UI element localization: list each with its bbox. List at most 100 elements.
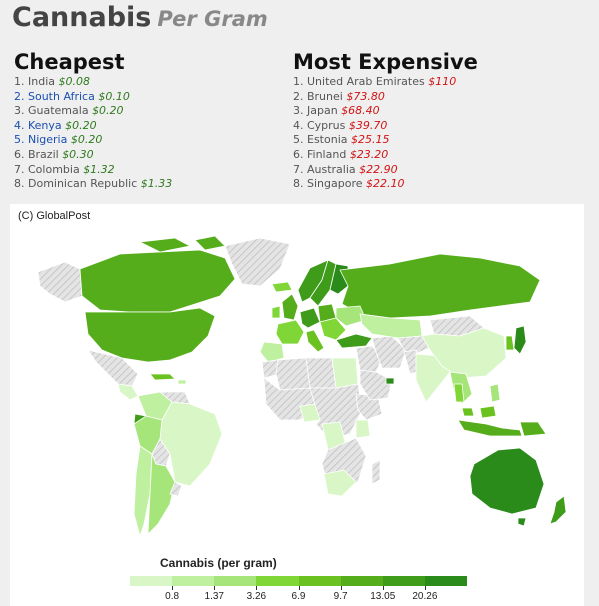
country-price: $1.32 [83,162,115,176]
country-new-zealand [549,495,567,525]
legend-tick-label: 6.9 [291,591,306,602]
world-map [37,235,567,538]
legend-tick-label: 1.37 [204,591,224,602]
legend-swatch [298,576,341,586]
country-russia [339,253,541,319]
legend-title: Cannabis (per gram) [160,556,277,570]
country-price: $23.20 [349,147,389,161]
expensive-item: 2. Brunei $73.80 [293,90,478,105]
legend-tick-mark [298,586,300,590]
country-germany [299,307,321,329]
country-central-asia [397,335,431,357]
map-legend: 0.8 1.37 3.26 6.9 9.7 13.05 20.26 [130,576,467,602]
country-name: 1. India [14,75,55,88]
legend-tick-label: 20.26 [412,591,438,602]
country-uae [385,377,395,385]
cheapest-item: 4. Kenya $0.20 [14,119,172,134]
legend-swatch [340,576,383,586]
expensive-list: Most Expensive 1. United Arab Emirates $… [293,50,478,192]
country-thailand [453,383,465,403]
country-price: $0.20 [65,118,97,132]
expensive-heading: Most Expensive [293,50,478,74]
country-saudi-arabia [359,369,393,401]
country-uruguay [169,481,183,497]
cheapest-item: 3. Guatemala $0.20 [14,104,172,119]
title-sub: Per Gram [157,7,268,31]
page-title: Cannabis Per Gram [12,2,268,33]
expensive-item: 6. Finland $23.20 [293,148,478,163]
country-turkey [335,333,373,349]
country-canada [79,249,236,313]
cheapest-item: 2. South Africa $0.10 [14,90,172,105]
map-credit: (C) GlobalPost [18,210,91,222]
legend-tick-mark [256,586,258,590]
legend-tick-label: 0.8 [165,591,180,602]
country-japan [513,325,527,355]
legend-tick-mark [340,586,342,590]
country-name: 7. Australia [293,162,356,176]
expensive-item: 8. Singapore $22.10 [293,177,478,192]
country-alaska [37,261,83,303]
country-korea [505,335,515,351]
country-algeria [275,357,311,391]
legend-swatch [424,576,467,586]
country-price: $0.10 [98,89,130,103]
legend-tick-mark [382,586,384,590]
country-name: 5. Estonia [293,133,348,147]
country-price: $39.70 [348,118,388,132]
country-iceland [271,281,293,293]
legend-tick-mark [214,586,216,590]
country-price: $0.20 [92,104,124,118]
cheapest-heading: Cheapest [14,50,125,74]
expensive-item: 7. Australia $22.90 [293,163,478,178]
country-name[interactable]: 4. Kenya [14,118,62,132]
country-price: $0.20 [70,133,103,147]
country-ireland [271,305,281,319]
country-madagascar [371,459,381,485]
country-name: 8. Dominican Republic [14,177,138,191]
country-egypt [331,357,359,389]
country-name: 4. Cyprus [293,118,346,132]
legend-tick-mark [424,586,426,590]
country-philippines [489,383,501,403]
legend-tick-mark [172,586,174,590]
country-cuba [149,373,176,381]
country-dominican [177,379,187,385]
country-name: 8. Singapore [293,177,363,191]
legend-tick-label: 3.26 [246,591,267,602]
country-price: $73.80 [346,89,385,103]
country-malaysia [461,405,497,419]
country-price: $22.10 [366,177,405,191]
map-panel: (C) GlobalPost [10,204,584,606]
country-china [421,327,507,379]
legend-swatch [172,576,215,586]
legend-color-bar [130,576,467,586]
country-name: 3. Japan [293,104,338,118]
country-name[interactable]: 5. Nigeria [14,133,68,147]
country-papua [519,421,547,437]
country-south-africa [323,469,357,497]
country-middle-east [355,345,383,373]
cheapest-item: 6. Brazil $0.30 [14,148,172,163]
country-price: $0.08 [58,75,91,88]
country-name: 3. Guatemala [14,104,89,118]
cheapest-item: 1. India $0.08 [14,75,172,90]
country-uk [281,293,299,321]
country-italy [305,329,325,353]
legend-tick-label: 9.7 [333,591,348,602]
country-name: 2. Brunei [293,89,343,103]
country-greenland [224,237,291,287]
country-price: $110 [428,75,457,88]
expensive-item: 5. Estonia $25.15 [293,133,478,148]
legend-ticks: 0.8 1.37 3.26 6.9 9.7 13.05 20.26 [130,586,467,602]
country-name: 6. Finland [293,147,347,161]
country-price: $25.15 [350,133,390,147]
cheapest-list: Cheapest 1. India $0.08 2. South Africa $… [14,50,172,192]
country-argentina [147,453,176,536]
legend-swatch [382,576,425,586]
country-name[interactable]: 2. South Africa [14,89,95,103]
country-spain [259,341,285,363]
legend-swatch [214,576,257,586]
country-price: $22.90 [359,162,398,176]
country-price: $0.30 [62,147,94,161]
